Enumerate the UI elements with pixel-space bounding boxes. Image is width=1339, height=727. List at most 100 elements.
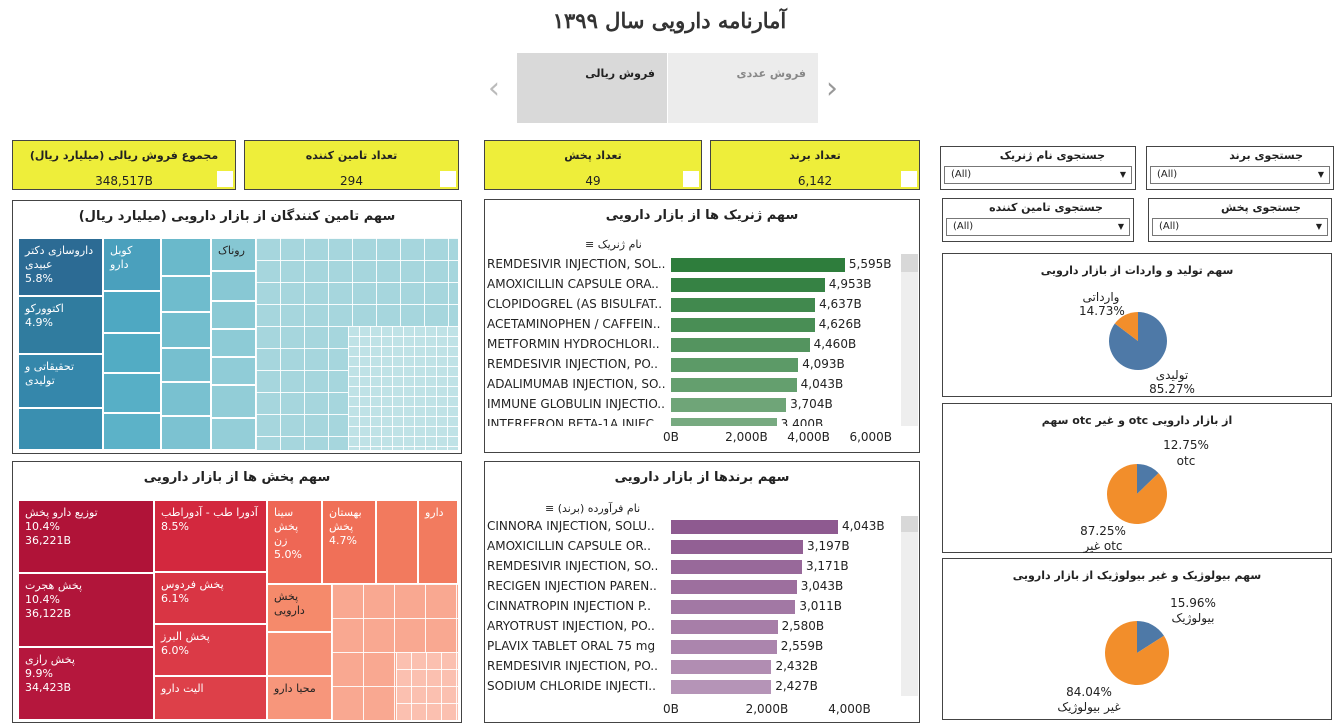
treemap-cell[interactable] (103, 373, 161, 413)
treemap-cell[interactable] (103, 333, 161, 373)
bar[interactable] (671, 318, 815, 332)
treemap-cell[interactable]: محیا دارو (267, 676, 332, 720)
bar[interactable] (671, 600, 796, 614)
bar-category-label: METFORMIN HYDROCHLORI.. (487, 337, 660, 351)
bar-value-label: 3,171B (805, 559, 849, 573)
bar[interactable] (671, 640, 777, 654)
brand-axis: 0B 2,000B 4,000B (485, 702, 921, 720)
supplier-treemap: داروسازی دکتر عبیدی 5.8% اکتووركو 4.9% تحق… (18, 238, 458, 450)
scrollbar[interactable] (901, 516, 918, 696)
panel-title: سهم بیولوژیک و غیر بیولوژیک از بازار دار… (1012, 569, 1262, 582)
bar[interactable] (671, 620, 778, 634)
pie-slice[interactable] (1137, 464, 1159, 494)
kpi-toggle[interactable] (901, 171, 917, 187)
cell-value: 36,122B (25, 607, 72, 620)
pie-slice[interactable] (1107, 464, 1167, 524)
treemap-cell[interactable]: پخش هجرت 10.4% 36,122B (18, 573, 154, 647)
cell-name: سینا پخش زن (274, 506, 299, 547)
treemap-tiny-cells[interactable] (396, 652, 458, 720)
bar[interactable] (671, 560, 802, 574)
sort-label[interactable]: نام فرآورده (برند) ≡ (545, 502, 640, 515)
bar[interactable] (671, 278, 825, 292)
treemap-cell[interactable]: توزیع دارو پخش 10.4% 36,221B (18, 500, 154, 573)
slice-pct: 12.75% (1163, 438, 1209, 452)
kpi-total-sales: مجموع فروش ریالی (میلیارد ریال) 348,517B (12, 140, 236, 190)
slice-pct: 15.96% (1170, 596, 1216, 610)
treemap-cell[interactable]: اکتووركو 4.9% (18, 296, 103, 354)
bar[interactable] (671, 660, 772, 674)
kpi-toggle[interactable] (683, 171, 699, 187)
treemap-cell[interactable]: آدورا طب - آدوراطب 8.5% (154, 500, 267, 572)
bar[interactable] (671, 520, 838, 534)
bar[interactable] (671, 418, 777, 426)
treemap-cell[interactable] (161, 348, 211, 382)
treemap-cell[interactable] (376, 500, 418, 584)
bar[interactable] (671, 540, 804, 554)
sort-label[interactable]: نام ژنریک ≡ (585, 238, 642, 251)
treemap-cell[interactable] (161, 276, 211, 312)
treemap-cell[interactable] (211, 271, 256, 301)
treemap-cell[interactable]: دارو (418, 500, 458, 584)
treemap-cell[interactable] (211, 329, 256, 357)
dropdown-value: (All) (1159, 221, 1180, 232)
treemap-cell[interactable]: کوبل دارو (103, 238, 161, 291)
treemap-cell[interactable] (267, 632, 332, 676)
treemap-cell[interactable] (211, 418, 256, 450)
bar[interactable] (671, 258, 845, 272)
treemap-cell[interactable] (18, 408, 103, 450)
kpi-toggle[interactable] (217, 171, 233, 187)
bar[interactable] (671, 338, 810, 352)
bar[interactable] (671, 378, 797, 392)
supplier-dropdown[interactable]: (All) ▼ (946, 218, 1130, 236)
pie-slice[interactable] (1105, 621, 1169, 685)
treemap-cell[interactable]: تحقیقاتی و تولیدی (18, 354, 103, 408)
scroll-thumb[interactable] (901, 516, 918, 532)
prev-arrow-icon[interactable]: ‹ (488, 71, 500, 106)
bar[interactable] (671, 680, 772, 694)
distributor-dropdown[interactable]: (All) ▼ (1152, 218, 1328, 236)
treemap-cell[interactable]: پخش دارویی (267, 584, 332, 632)
treemap-cell[interactable] (161, 312, 211, 348)
treemap-cell[interactable] (161, 382, 211, 416)
bar-value-label: 4,043B (800, 377, 844, 391)
tab-rial-sales[interactable]: فروش ریالی (517, 53, 667, 123)
bar[interactable] (671, 398, 787, 412)
bar-category-label: AMOXICILLIN CAPSULE ORA.. (487, 277, 659, 291)
treemap-cell[interactable]: داروسازی دکتر عبیدی 5.8% (18, 238, 103, 296)
bar-category-label: REMDESIVIR INJECTION, PO.. (487, 357, 658, 371)
axis-tick-label: 0B (663, 702, 679, 716)
scroll-thumb[interactable] (901, 254, 918, 272)
bar[interactable] (671, 580, 797, 594)
treemap-cell[interactable]: بهستان پخش 4.7% (322, 500, 376, 584)
bar[interactable] (671, 298, 816, 312)
treemap-cell[interactable] (161, 416, 211, 450)
scrollbar[interactable] (901, 254, 918, 426)
treemap-cell[interactable] (161, 238, 211, 276)
treemap-cell[interactable] (211, 385, 256, 418)
brand-dropdown[interactable]: (All) ▼ (1150, 166, 1330, 184)
treemap-cell[interactable]: پخش رازی 9.9% 34,423B (18, 647, 154, 720)
treemap-cell[interactable]: پخش البرز 6.0% (154, 624, 267, 676)
treemap-cell[interactable] (211, 357, 256, 385)
generic-chart-panel: سهم ژنریک ها از بازار دارویی نام ژنریک ≡… (484, 199, 920, 453)
bar-value-label: 4,637B (819, 297, 862, 311)
generic-dropdown[interactable]: (All) ▼ (944, 166, 1132, 184)
treemap-cell[interactable]: پخش فردوس 6.1% (154, 572, 267, 624)
kpi-toggle[interactable] (440, 171, 456, 187)
pie-slice[interactable] (1114, 312, 1138, 341)
dropdown-value: (All) (1157, 169, 1178, 180)
pie-slice[interactable] (1137, 621, 1164, 653)
axis-tick-label: 2,000B (725, 430, 768, 444)
treemap-cell[interactable]: روناک (211, 238, 256, 271)
treemap-cell[interactable]: سینا پخش زن 5.0% (267, 500, 322, 584)
treemap-cell[interactable] (103, 413, 161, 450)
treemap-cell[interactable]: الیت دارو (154, 676, 267, 720)
tab-count-sales[interactable]: فروش عددی (668, 53, 818, 123)
next-arrow-icon[interactable]: › (826, 71, 838, 106)
treemap-cell[interactable] (103, 291, 161, 333)
cell-pct: 5.0% (274, 548, 302, 561)
bar[interactable] (671, 358, 799, 372)
treemap-cell[interactable] (211, 301, 256, 329)
bar-value-label: 3,043B (800, 579, 844, 593)
treemap-tiny-cells[interactable] (348, 326, 458, 450)
